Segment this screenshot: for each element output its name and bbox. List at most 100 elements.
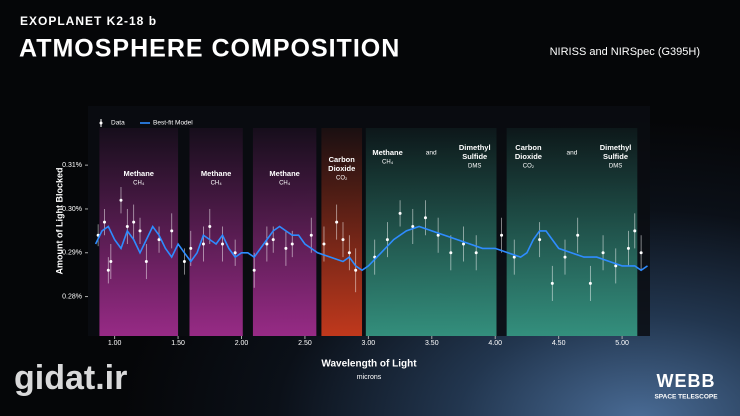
data-point [182, 260, 186, 264]
band-label: Dioxide [328, 164, 355, 173]
data-point [233, 251, 237, 255]
data-point [449, 251, 453, 255]
band-label: Carbon [515, 143, 542, 152]
data-point [614, 264, 618, 268]
logo: WEBB [657, 371, 716, 391]
data-point [411, 224, 415, 228]
data-point [220, 242, 224, 246]
x-tick-label: 2.00 [235, 340, 249, 347]
data-point [208, 224, 212, 228]
data-point [385, 238, 389, 242]
data-point [144, 260, 148, 264]
model-line [94, 224, 648, 272]
band-formula: CH₄ [279, 181, 291, 187]
band-formula: DMS [609, 164, 622, 170]
data-point [170, 229, 174, 233]
band-label: Carbon [329, 155, 356, 164]
data-point [576, 233, 580, 237]
data-point [347, 251, 351, 255]
data-point [284, 246, 288, 250]
data-point [309, 233, 313, 237]
band-label: Methane [269, 169, 299, 178]
data-point [626, 246, 630, 250]
data-point [538, 238, 542, 242]
data-point [563, 255, 567, 259]
band [252, 128, 317, 336]
legend-swatch [99, 121, 103, 125]
band-formula: CH₄ [211, 181, 223, 187]
band-label: Dioxide [515, 152, 542, 161]
logo-subtitle: SPACE TELESCOPE [654, 394, 718, 401]
data-point [500, 233, 504, 237]
data-point [271, 238, 275, 242]
data-point [512, 255, 516, 259]
band-label: Dimethyl [600, 143, 632, 152]
band [99, 128, 179, 336]
band-label: Methane [201, 169, 231, 178]
subtitle: NIRISS and NIRSpec (G395H) [550, 46, 700, 58]
data-point [119, 198, 123, 202]
data-point [201, 242, 205, 246]
x-tick-label: 5.00 [615, 340, 629, 347]
data-point [322, 242, 326, 246]
band [506, 128, 638, 336]
x-tick-label: 1.50 [171, 340, 185, 347]
y-tick-label: 0.28% [62, 293, 82, 300]
y-axis-label: Amount of Light Blocked [54, 168, 64, 275]
data-point [462, 242, 466, 246]
data-point [102, 220, 106, 224]
legend-label: Best-fit Model [153, 120, 193, 127]
chart-title: ATMOSPHERE COMPOSITION [19, 35, 400, 63]
data-point [423, 216, 427, 220]
band-formula: CO₂ [336, 176, 348, 182]
x-tick-label: 2.50 [298, 340, 312, 347]
data-point [106, 268, 110, 272]
data-point [639, 251, 643, 255]
data-point [157, 238, 161, 242]
band [321, 128, 363, 336]
y-tick-label: 0.30% [62, 206, 82, 213]
x-axis-unit: microns [357, 374, 382, 381]
data-point [265, 242, 269, 246]
x-tick-label: 1.00 [108, 340, 122, 347]
data-point [398, 211, 402, 215]
legend-label: Data [111, 120, 125, 127]
data-point [252, 268, 256, 272]
band-label: Sulfide [603, 152, 628, 161]
kicker: EXOPLANET K2-18 b [20, 14, 157, 28]
band-formula: CH₄ [133, 181, 145, 187]
data-point [138, 229, 142, 233]
data-point [601, 251, 605, 255]
data-point [109, 260, 113, 264]
y-tick-label: 0.29% [62, 250, 82, 257]
data-point [633, 229, 637, 233]
x-tick-label: 3.00 [362, 340, 376, 347]
band-formula: CH₄ [382, 160, 394, 166]
data-point [474, 251, 478, 255]
data-point [125, 224, 129, 228]
band-label: Methane [124, 169, 154, 178]
data-point [335, 220, 339, 224]
data-point [290, 242, 294, 246]
watermark: gidat.ir [14, 359, 127, 397]
data-point [132, 220, 136, 224]
data-point [341, 238, 345, 242]
x-tick-label: 3.50 [425, 340, 439, 347]
data-point [354, 268, 358, 272]
x-tick-label: 4.50 [552, 340, 566, 347]
band-label: Dimethyl [459, 143, 491, 152]
band-label: and [426, 150, 437, 157]
data-point [588, 281, 592, 285]
band-label: Methane [372, 148, 402, 157]
x-axis-label: Wavelength of Light [321, 359, 417, 370]
data-point [436, 233, 440, 237]
band-label: Sulfide [462, 152, 487, 161]
band-label: and [567, 150, 578, 157]
band [189, 128, 243, 336]
y-tick-label: 0.31% [62, 162, 82, 169]
data-point [189, 246, 193, 250]
data-point [550, 281, 554, 285]
band-formula: CO₂ [523, 164, 535, 170]
